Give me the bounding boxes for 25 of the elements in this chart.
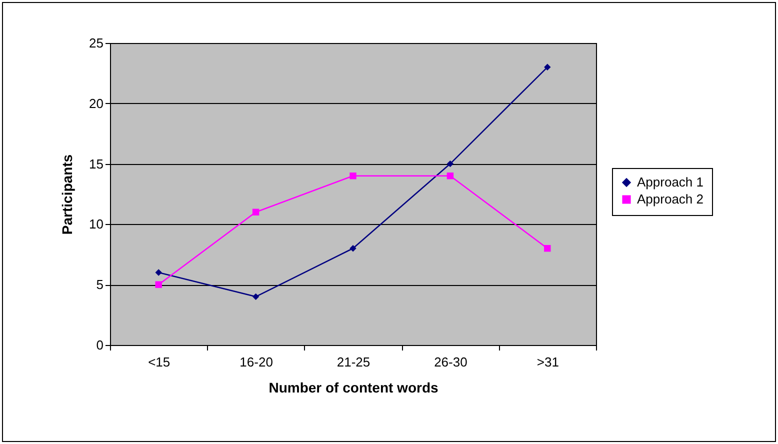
point <box>544 245 551 252</box>
point <box>544 64 551 71</box>
legend-label: Approach 2 <box>637 192 704 206</box>
y-tick-label: 25 <box>89 36 104 50</box>
point <box>446 160 454 168</box>
x-tick-label: 26-30 <box>434 354 468 370</box>
y-tick-label: 20 <box>89 96 104 111</box>
x-axis-title: Number of content words <box>268 380 438 396</box>
y-tick-label: 15 <box>89 156 104 172</box>
point <box>155 269 162 276</box>
x-tick-label: 21-25 <box>336 354 370 370</box>
point <box>252 293 260 300</box>
point <box>350 245 356 252</box>
point <box>350 172 356 180</box>
legend-label: Approach 1 <box>637 174 704 190</box>
y-axis-title: Participants <box>59 154 76 235</box>
point <box>252 208 260 216</box>
x-tick-label: 16-20 <box>240 354 273 370</box>
point <box>446 172 454 180</box>
y-tick-label: 10 <box>89 216 104 232</box>
point <box>155 281 162 288</box>
y-tick-label: 5 <box>96 277 104 292</box>
x-tick-label: >31 <box>536 354 559 370</box>
y-tick-label: 0 <box>96 338 104 352</box>
x-tick-label: <15 <box>148 354 170 370</box>
